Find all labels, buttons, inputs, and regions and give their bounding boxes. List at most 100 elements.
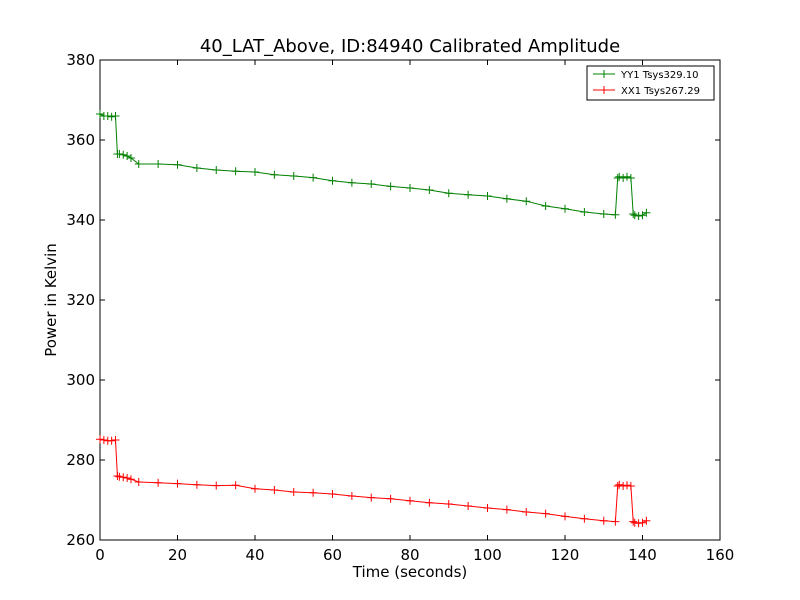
data-point-yy1 — [328, 176, 337, 185]
plot-frame — [99, 59, 721, 541]
legend-label-yy1: YY1 Tsys329.10 — [620, 70, 699, 81]
data-point-yy1 — [367, 180, 376, 188]
data-point-xx1 — [425, 498, 434, 507]
data-point-yy1 — [615, 172, 624, 181]
data-point-xx1 — [580, 514, 589, 523]
data-point-yy1 — [599, 210, 608, 218]
data-point-yy1 — [406, 184, 414, 192]
data-point-yy1 — [123, 152, 132, 160]
series-xx1 — [96, 435, 651, 528]
data-point-xx1 — [464, 502, 473, 510]
data-point-xx1 — [619, 482, 628, 490]
data-point-yy1 — [642, 208, 651, 217]
data-point-xx1 — [127, 475, 135, 484]
data-point-yy1 — [107, 112, 116, 121]
data-point-xx1 — [623, 481, 631, 490]
x-tick-label: 20 — [168, 546, 187, 564]
data-point-yy1 — [634, 212, 643, 220]
data-point-xx1 — [123, 474, 132, 482]
y-tick-label: 260 — [66, 531, 95, 549]
data-point-xx1 — [113, 472, 122, 480]
data-point-xx1 — [406, 496, 414, 505]
data-point-yy1 — [541, 202, 550, 210]
data-point-yy1 — [251, 168, 259, 176]
x-tick-label: 140 — [628, 546, 657, 564]
data-point-xx1 — [629, 517, 638, 526]
x-axis-label: Time (seconds) — [352, 563, 468, 581]
data-point-yy1 — [444, 189, 453, 198]
data-point-xx1 — [599, 516, 608, 525]
data-point-xx1 — [611, 517, 620, 526]
data-point-yy1 — [231, 167, 240, 176]
data-point-yy1 — [611, 210, 620, 219]
data-point-yy1 — [464, 190, 473, 199]
x-tick-label: 120 — [551, 546, 580, 564]
data-point-yy1 — [119, 150, 128, 159]
data-point-xx1 — [119, 473, 128, 482]
y-axis-label: Power in Kelvin — [42, 243, 60, 357]
data-point-yy1 — [347, 178, 356, 187]
legend-box — [586, 65, 715, 101]
y-tick-label: 320 — [66, 291, 95, 309]
data-point-xx1 — [251, 484, 259, 493]
data-point-xx1 — [615, 480, 624, 489]
data-point-yy1 — [580, 208, 589, 216]
data-point-xx1 — [99, 436, 108, 444]
data-point-xx1 — [107, 436, 116, 445]
data-point-xx1 — [111, 436, 120, 444]
legend-label-xx1: XX1 Tsys267.29 — [621, 86, 700, 97]
data-point-xx1 — [347, 492, 356, 500]
data-point-yy1 — [289, 172, 298, 180]
x-tick-label: 60 — [323, 546, 342, 564]
data-point-yy1 — [502, 194, 511, 203]
data-point-yy1 — [111, 112, 120, 120]
series-yy1 — [96, 110, 651, 220]
data-point-yy1 — [154, 160, 163, 168]
x-tick-label: 100 — [473, 546, 502, 564]
data-point-xx1 — [173, 479, 182, 488]
data-point-yy1 — [103, 112, 112, 120]
data-point-yy1 — [483, 192, 492, 200]
data-point-xx1 — [444, 500, 453, 508]
data-point-yy1 — [212, 166, 221, 174]
data-point-yy1 — [192, 164, 201, 172]
data-point-xx1 — [541, 509, 550, 518]
x-tick-label: 0 — [95, 546, 105, 564]
data-point-yy1 — [386, 182, 395, 191]
y-tick-label: 280 — [66, 451, 95, 469]
legend-entry-yy1: YY1 Tsys329.10 — [593, 70, 699, 81]
x-tick-label: 40 — [245, 546, 264, 564]
data-point-xx1 — [289, 488, 298, 496]
x-tick-label: 160 — [706, 546, 735, 564]
y-tick-label: 340 — [66, 211, 95, 229]
data-point-xx1 — [328, 490, 337, 498]
y-tick-label: 380 — [66, 51, 95, 69]
ticks-layer: 0 20 40 60 80 100 120 140 160 260 280 300 320 340 360 3… — [66, 51, 734, 564]
y-tick-label: 300 — [66, 371, 95, 389]
data-point-xx1 — [154, 478, 163, 487]
data-point-yy1 — [115, 150, 124, 158]
data-point-xx1 — [309, 488, 318, 497]
data-point-yy1 — [623, 172, 631, 181]
data-point-xx1 — [561, 512, 569, 521]
data-point-xx1 — [367, 493, 376, 502]
data-point-xx1 — [638, 518, 647, 527]
legend-entry-xx1: XX1 Tsys267.29 — [593, 86, 700, 97]
data-point-yy1 — [522, 197, 531, 206]
legend: YY1 Tsys329.10 XX1 Tsys267.29 — [586, 65, 715, 101]
data-point-yy1 — [127, 154, 135, 162]
data-point-xx1 — [192, 480, 201, 489]
data-point-yy1 — [425, 186, 434, 194]
data-point-xx1 — [134, 478, 143, 486]
data-point-xx1 — [522, 508, 531, 516]
data-point-yy1 — [309, 173, 318, 182]
data-point-yy1 — [561, 204, 569, 213]
y-tick-label: 360 — [66, 131, 95, 149]
data-point-yy1 — [270, 170, 279, 179]
data-point-yy1 — [619, 174, 628, 182]
data-point-yy1 — [96, 110, 104, 118]
data-point-xx1 — [642, 516, 651, 525]
data-point-yy1 — [134, 160, 143, 168]
data-point-xx1 — [231, 481, 240, 490]
